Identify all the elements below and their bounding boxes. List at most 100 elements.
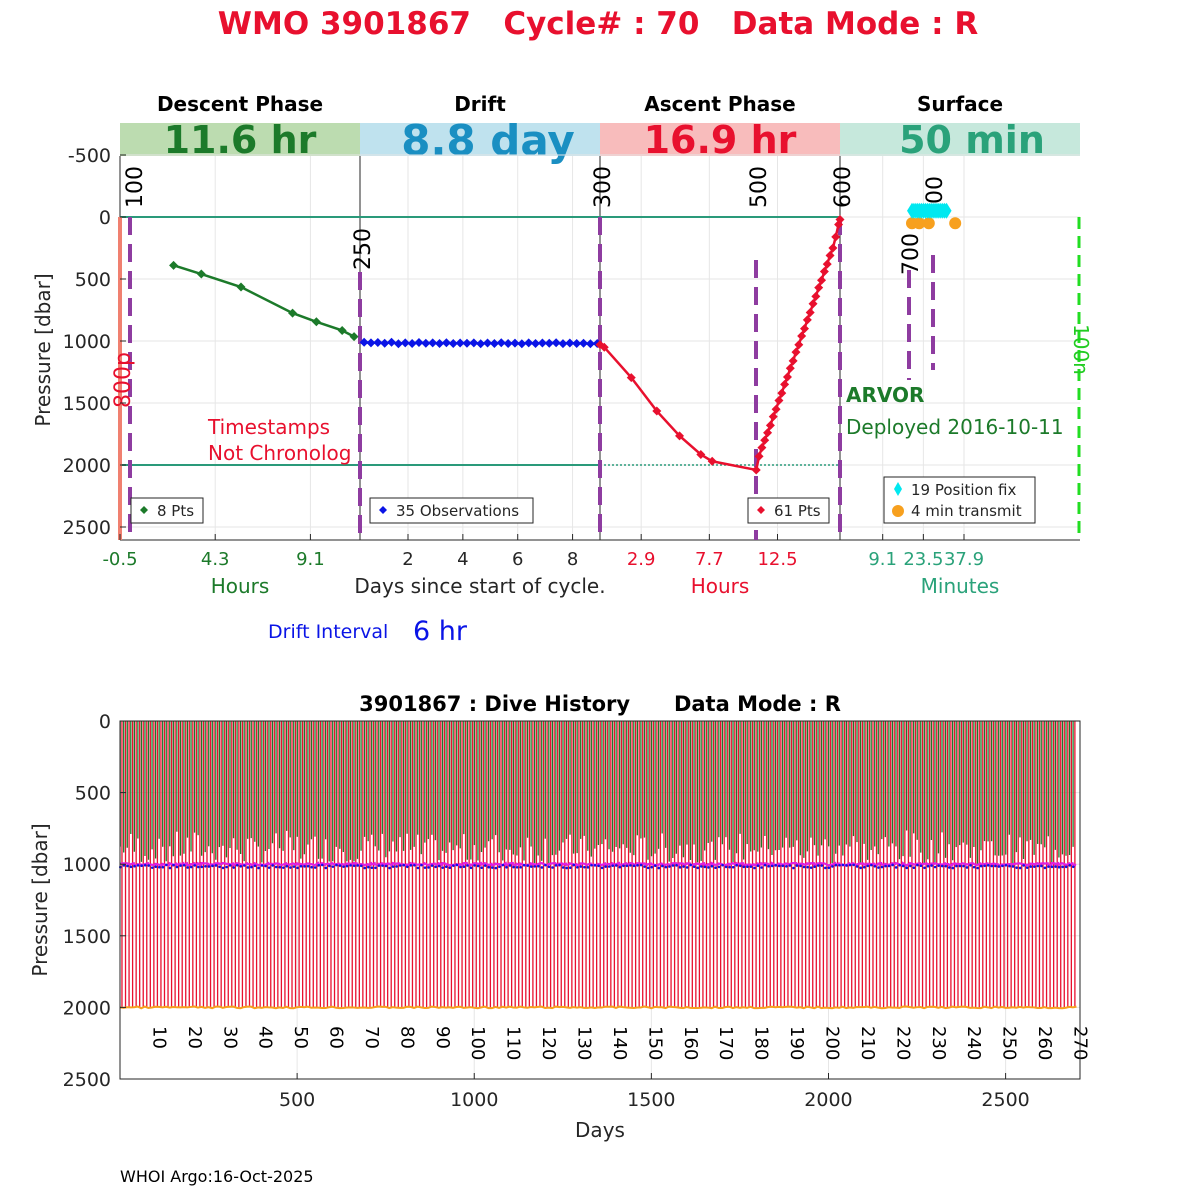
- history-drift-point: [529, 865, 533, 868]
- ascent-series: [595, 214, 845, 475]
- float-model: ARVOR: [846, 383, 924, 407]
- history-drift-point: [324, 866, 328, 870]
- history-cycle-label: 250: [999, 1026, 1020, 1060]
- history-drift-point: [363, 866, 367, 870]
- history-drift-point: [597, 864, 600, 868]
- history-drift-point: [1008, 864, 1011, 868]
- history-drift-point: [374, 866, 377, 870]
- history-drift-point: [441, 866, 445, 869]
- history-drift-point: [650, 865, 654, 869]
- series-drift-point: [448, 338, 458, 348]
- history-drift-point: [544, 863, 547, 867]
- history-drift-point: [671, 864, 675, 867]
- ascent-legend: 61 Pts: [747, 497, 830, 524]
- series-descent-point: [196, 269, 206, 279]
- history-drift-point: [870, 863, 873, 867]
- history-drift-point: [232, 866, 236, 869]
- position-legend-symbol: [894, 482, 902, 496]
- series-ascent-point: [774, 396, 784, 406]
- history-drift-point: [583, 865, 586, 869]
- history-cycle-label: 180: [751, 1026, 772, 1060]
- history-drift-point: [845, 864, 848, 867]
- history-drift-point: [551, 866, 554, 869]
- history-cycle-label: 260: [1034, 1026, 1055, 1060]
- series-ascent-point: [777, 388, 787, 398]
- history-drift-point: [331, 865, 335, 868]
- history-drift-point: [250, 865, 253, 869]
- series-drift-point: [469, 338, 479, 348]
- history-x-tick-label: 1000: [450, 1089, 498, 1111]
- history-drift-point: [753, 866, 756, 870]
- series-drift-point: [455, 338, 465, 348]
- history-drift-point: [430, 864, 434, 867]
- history-drift-point: [274, 865, 278, 869]
- history-drift-point: [409, 864, 413, 867]
- history-drift-point: [133, 864, 136, 868]
- history-drift-point: [979, 864, 983, 868]
- ascent-x-label: Hours: [691, 574, 750, 598]
- history-drift-point: [253, 864, 257, 868]
- history-drift-point: [310, 865, 313, 869]
- marker-label-700: 700: [899, 233, 924, 275]
- history-drift-point: [1054, 865, 1057, 868]
- history-drift-point: [593, 864, 597, 867]
- series-ascent-point: [626, 373, 636, 383]
- series-descent-point: [349, 332, 359, 342]
- history-drift-point: [257, 866, 260, 870]
- history-drift-point: [873, 864, 877, 868]
- history-drift-point: [508, 864, 512, 867]
- history-cycle-label: 10: [148, 1026, 169, 1049]
- drift-series: [359, 337, 602, 349]
- history-drift-point: [381, 864, 384, 867]
- history-drift-point: [498, 865, 501, 869]
- series-drift-point: [503, 338, 513, 348]
- series-drift-point: [489, 338, 499, 348]
- history-drift-point: [1015, 866, 1018, 869]
- marker-label-100: 100: [123, 166, 148, 208]
- series-drift-point: [428, 338, 438, 348]
- history-drift-point: [848, 863, 852, 867]
- top-y-tick-label: -500: [68, 145, 111, 167]
- top-x-tick-label: 2.9: [627, 549, 656, 570]
- position-legend-label: 19 Position fix: [911, 481, 1016, 499]
- history-drift-point: [636, 863, 639, 867]
- series-drift-point: [544, 338, 554, 348]
- surface-band: [840, 123, 1080, 156]
- history-drift-point: [955, 864, 958, 868]
- series-ascent-point: [780, 379, 790, 389]
- history-drift-point: [299, 864, 303, 868]
- history-y-tick-label: 1500: [63, 926, 111, 948]
- history-drift-point: [809, 866, 813, 869]
- history-drift-point: [565, 866, 569, 870]
- history-drift-point: [990, 864, 994, 868]
- history-drift-point: [834, 863, 838, 867]
- transmit-legend-symbol: [892, 505, 904, 517]
- history-drift-point: [880, 865, 884, 869]
- series-drift-point: [510, 338, 520, 348]
- history-drift-point: [958, 864, 962, 868]
- drift-legend: 35 Observations: [369, 497, 534, 524]
- top-x-tick-label: 12.5: [757, 549, 797, 570]
- history-drift-point: [639, 863, 643, 867]
- transmit-point: [922, 217, 935, 230]
- series-drift-point: [400, 338, 410, 348]
- history-drift-point: [714, 866, 717, 870]
- history-drift-point: [1029, 865, 1033, 868]
- series-ascent-point: [757, 443, 767, 453]
- history-drift-point: [781, 864, 785, 868]
- series-drift-point: [373, 337, 383, 347]
- history-drift-point: [653, 864, 657, 868]
- history-drift-point: [338, 864, 342, 867]
- history-drift-point: [512, 865, 515, 869]
- history-drift-point: [685, 866, 689, 869]
- history-cycle-label: 150: [644, 1026, 665, 1060]
- marker-label-500: 500: [747, 166, 772, 208]
- dive-history-chart: 3901867 : Dive History Data Mode : R 10 2…: [28, 692, 1090, 1142]
- history-drift-point: [533, 865, 537, 868]
- history-drift-point: [345, 864, 349, 868]
- history-drift-point: [246, 866, 250, 869]
- history-drift-point: [398, 864, 402, 867]
- history-cycle-label: 240: [963, 1026, 984, 1060]
- history-drift-point: [962, 864, 965, 868]
- history-drift-point: [568, 866, 572, 870]
